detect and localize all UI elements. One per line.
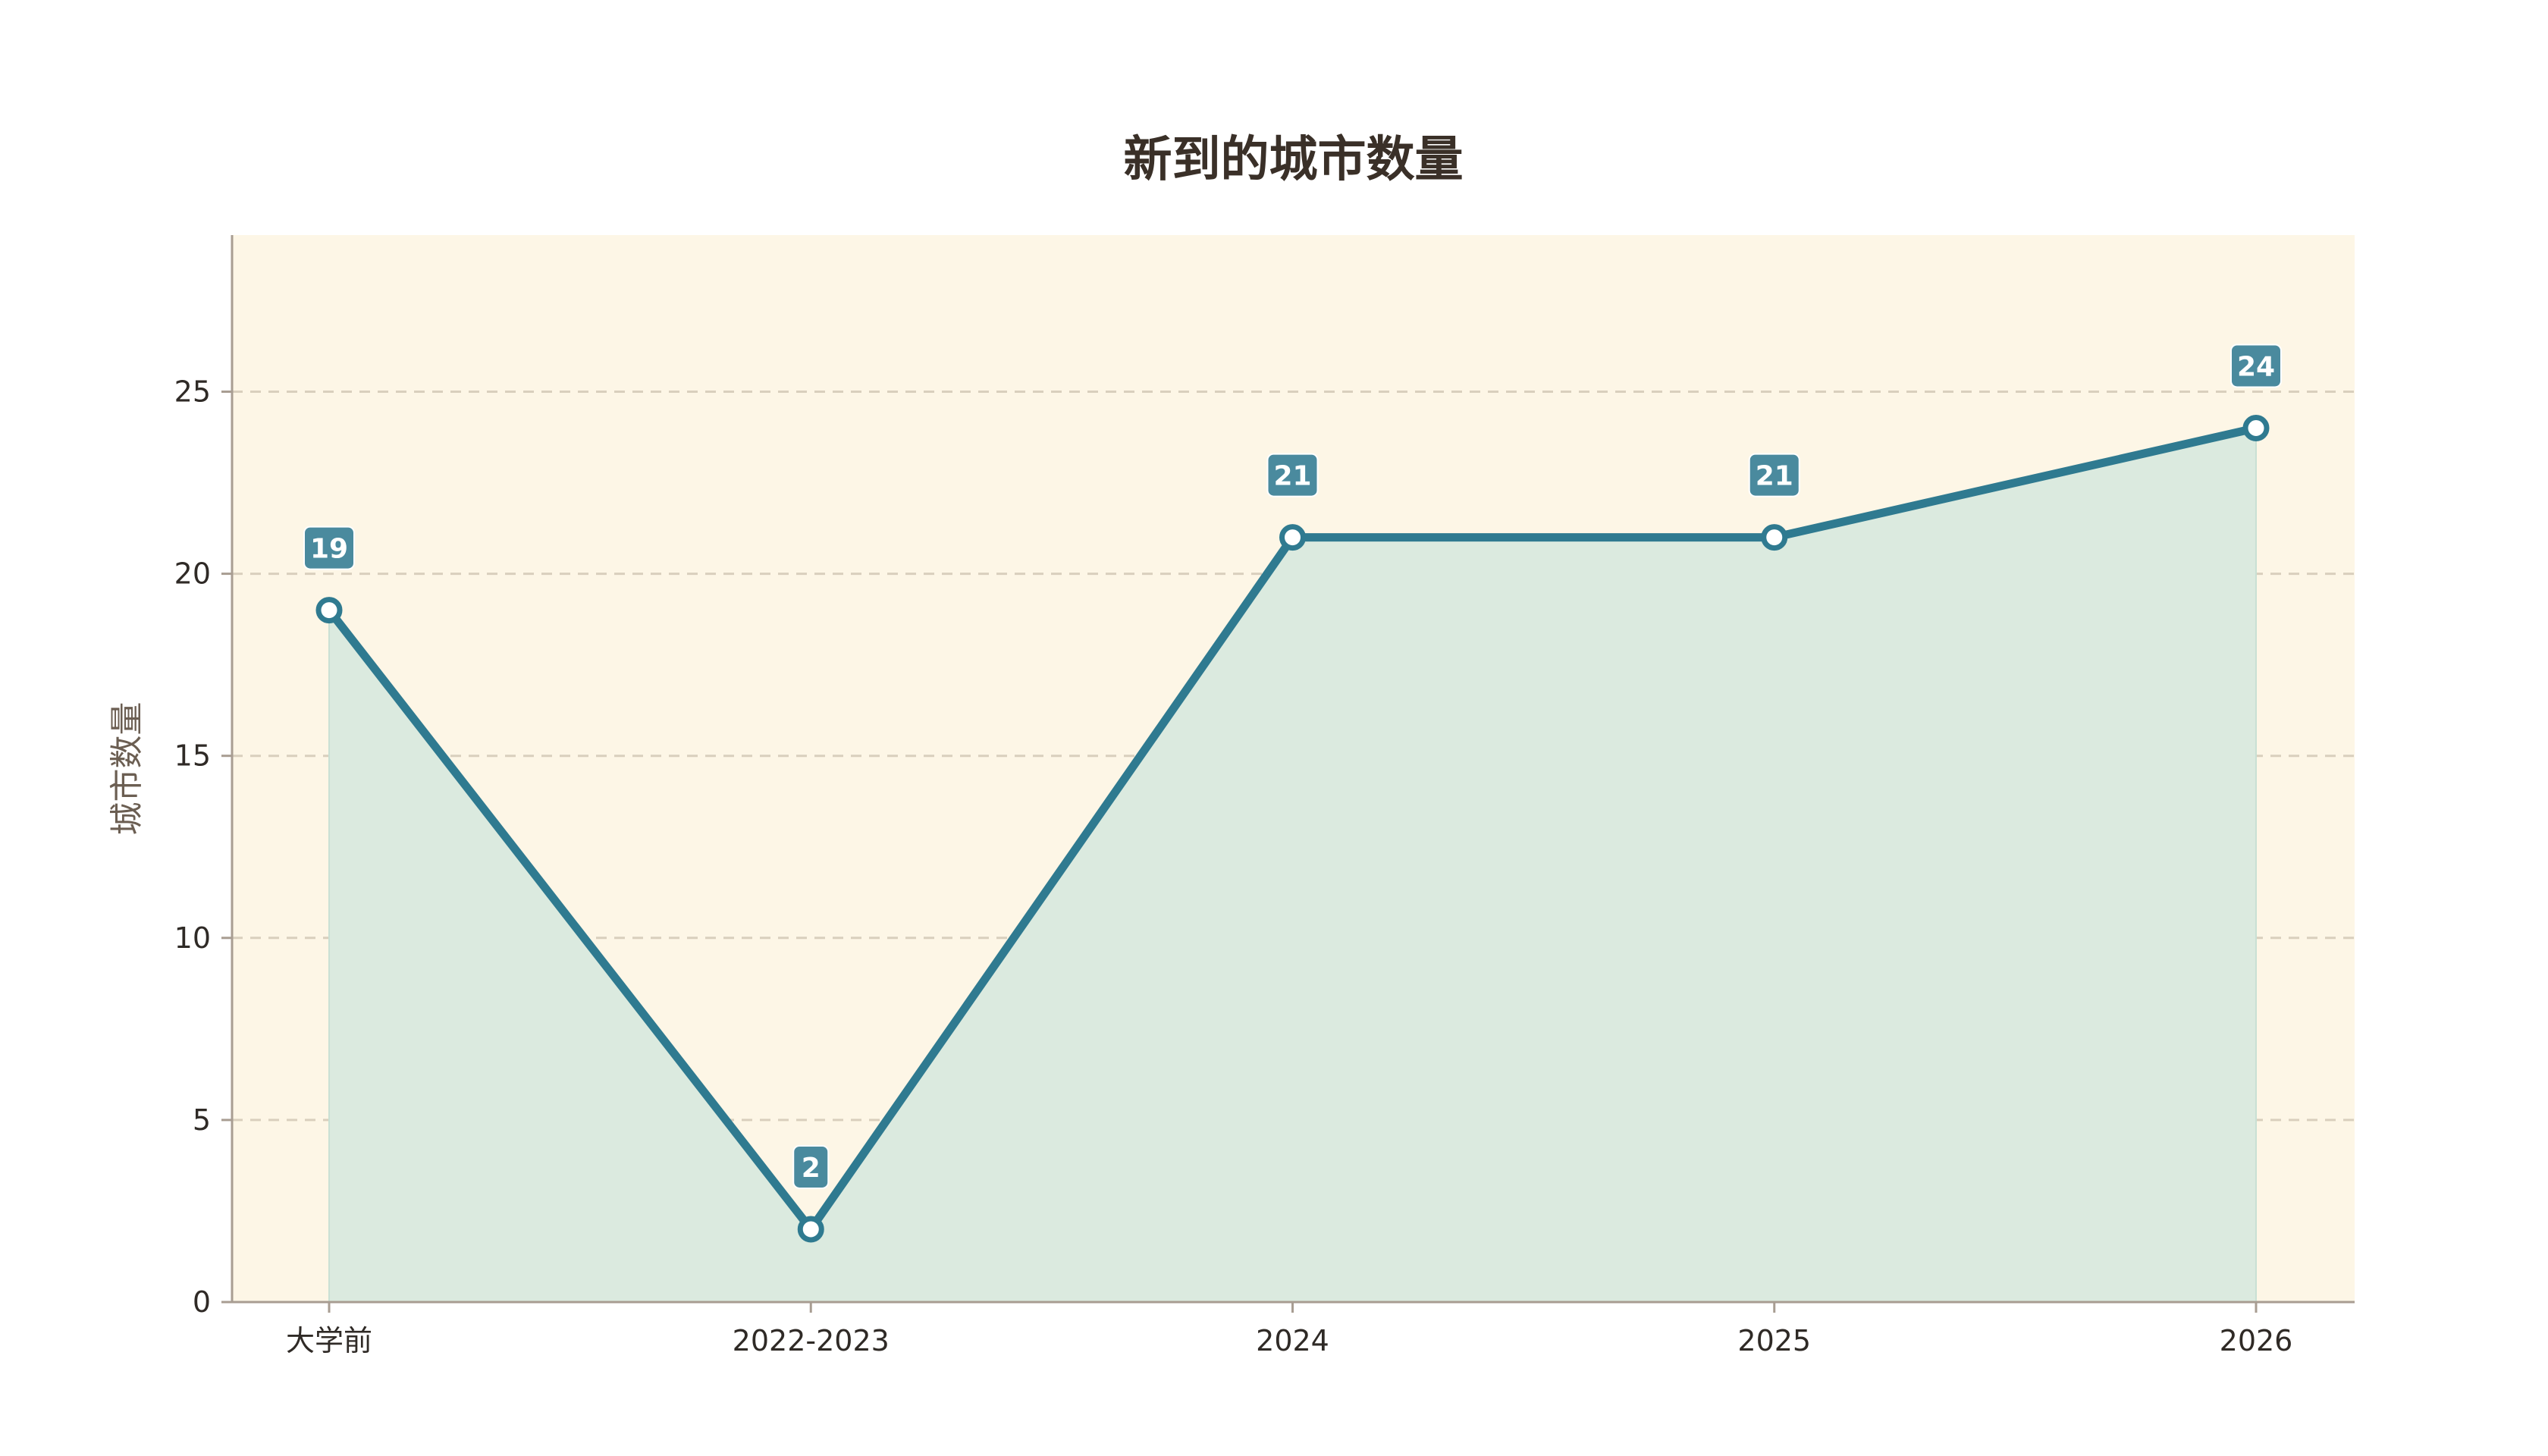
data-label: 24	[2237, 352, 2275, 383]
x-tick-label: 2025	[1737, 1324, 1811, 1357]
x-axis-ticks: 大学前 2022-2023 2024 2025 2026	[286, 1302, 2292, 1357]
data-label-box	[303, 526, 355, 570]
y-axis-title: 城市数量	[108, 702, 146, 836]
data-point	[1279, 524, 1306, 551]
data-label-box	[1748, 453, 1800, 497]
data-point	[315, 597, 343, 624]
data-label-box	[2230, 344, 2282, 388]
y-axis-ticks: 0 5 10 15 20 25	[174, 375, 232, 1319]
data-label: 2	[802, 1153, 821, 1184]
y-tick-label: 0	[193, 1285, 211, 1319]
y-tick-label: 5	[193, 1103, 211, 1137]
y-tick-label: 20	[174, 557, 211, 591]
y-tick-label: 15	[174, 739, 211, 773]
y-tick-label: 10	[174, 921, 211, 955]
data-labels: 19 2 21 21 24	[303, 344, 2282, 1189]
data-label: 19	[310, 534, 348, 565]
x-tick-label: 2022-2023	[733, 1324, 890, 1357]
x-tick-label: 大学前	[286, 1324, 372, 1357]
chart-title: 新到的城市数量	[1124, 132, 1464, 188]
data-point	[1761, 524, 1788, 551]
x-tick-label: 2026	[2220, 1324, 2293, 1357]
data-label-box	[792, 1144, 830, 1189]
y-tick-label: 25	[174, 375, 211, 408]
data-point	[797, 1216, 824, 1243]
data-point	[2242, 415, 2270, 442]
data-label-box	[1266, 453, 1319, 497]
data-label: 21	[1756, 461, 1793, 492]
data-points	[315, 415, 2270, 1243]
data-label: 21	[1273, 461, 1311, 492]
x-tick-label: 2024	[1256, 1324, 1329, 1357]
